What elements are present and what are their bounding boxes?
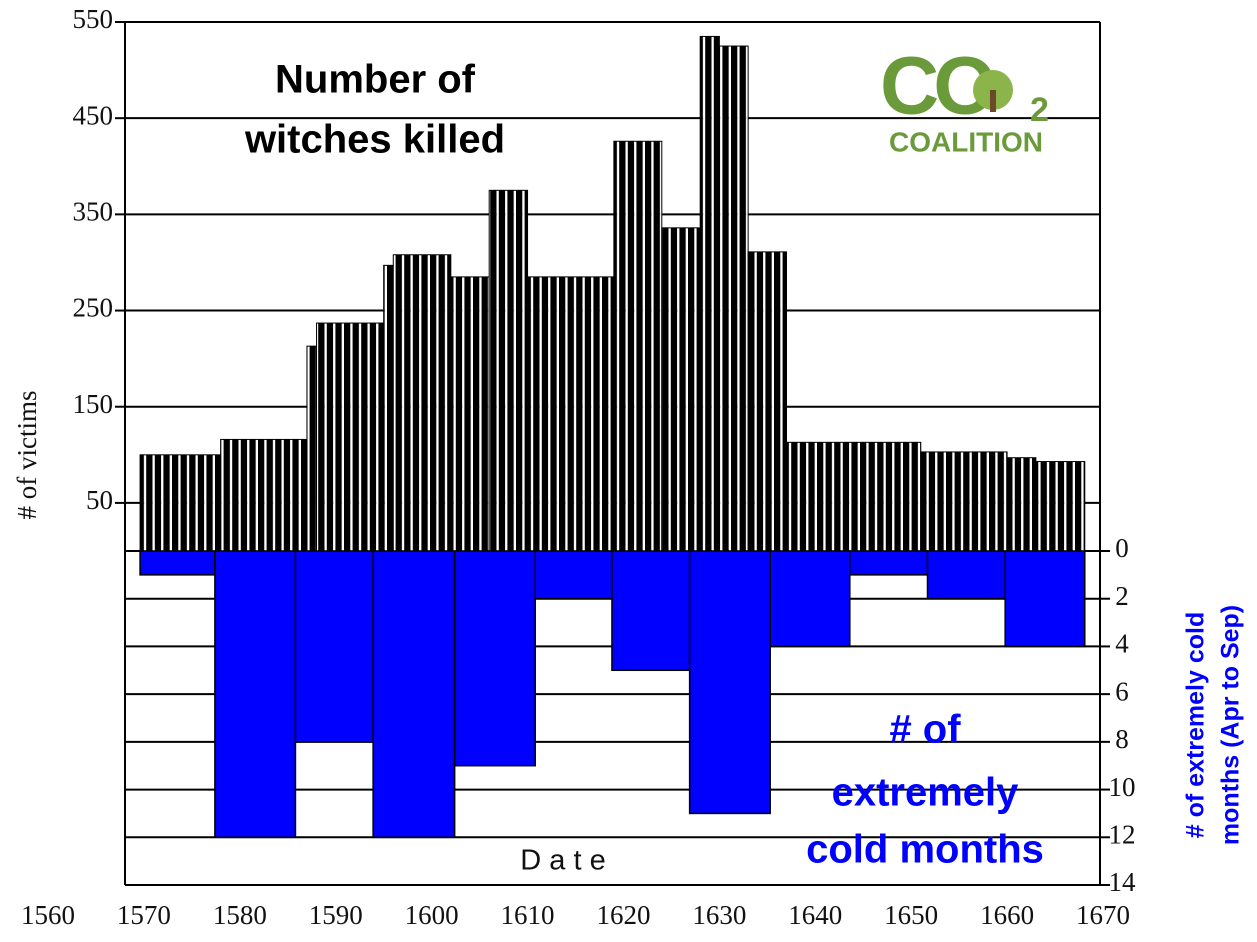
y2-axis-label: # of extremely cold — [1182, 612, 1210, 838]
y2-tick-label: 12 — [1109, 819, 1136, 849]
bar — [688, 550, 771, 815]
logo-tree — [990, 90, 996, 112]
bar — [450, 276, 490, 552]
x-tick-label: 1580 — [213, 900, 267, 930]
y-tick-label: 350 — [73, 197, 114, 227]
y2-axis-label: months (Apr to Sep) — [1217, 605, 1245, 845]
x-tick-label: 1630 — [692, 900, 746, 930]
bar — [920, 451, 1008, 552]
y-tick-label: 50 — [86, 485, 113, 515]
x-tick-label: 1560 — [21, 900, 75, 930]
bar — [372, 550, 456, 839]
bar — [611, 550, 691, 672]
bar — [786, 441, 922, 552]
bar — [139, 550, 216, 576]
bar — [718, 45, 749, 552]
bar — [294, 550, 374, 743]
bar — [1004, 550, 1086, 648]
y2-tick-label: 8 — [1115, 724, 1129, 754]
x-tick-label: 1620 — [596, 900, 650, 930]
bar — [488, 189, 529, 552]
bar — [214, 550, 297, 839]
bar — [769, 550, 851, 648]
y-tick-label: 250 — [73, 293, 114, 323]
bar — [849, 550, 929, 576]
bar — [613, 140, 663, 552]
bar — [453, 550, 536, 767]
y2-tick-label: 14 — [1109, 867, 1137, 897]
bar — [661, 227, 701, 552]
bar — [306, 345, 318, 552]
bar — [534, 550, 613, 600]
x-tick-label: 1670 — [1076, 900, 1130, 930]
y2-tick-label: 0 — [1115, 533, 1129, 563]
y2-tick-label: 6 — [1115, 676, 1129, 706]
y-tick-label: 150 — [73, 389, 114, 419]
bar — [392, 254, 452, 552]
annotation: extremely — [832, 771, 1020, 815]
y-tick-label: 450 — [73, 100, 114, 130]
bar — [926, 550, 1006, 600]
x-tick-label: 1660 — [980, 900, 1034, 930]
bar — [747, 251, 787, 552]
x-tick-label: 1590 — [309, 900, 363, 930]
annotation: witches killed — [244, 118, 505, 162]
x-tick-label: 1570 — [117, 900, 171, 930]
logo-text: 2 — [1030, 91, 1049, 129]
bar — [220, 438, 308, 552]
y2-tick-label: 4 — [1115, 629, 1129, 659]
annotation: Number of — [275, 58, 476, 102]
y2-tick-label: 2 — [1115, 581, 1129, 611]
annotation: cold months — [806, 828, 1044, 872]
x-tick-label: 1610 — [501, 900, 555, 930]
y2-tick-label: 10 — [1109, 772, 1136, 802]
bar — [139, 454, 222, 552]
annotation: # of — [889, 708, 961, 752]
bar — [527, 276, 615, 552]
logo-text: COALITION — [889, 126, 1043, 157]
x-tick-label: 1600 — [405, 900, 459, 930]
y-tick-label: 550 — [73, 4, 114, 34]
y-axis-label: # of victims — [12, 391, 42, 520]
bar — [699, 35, 720, 552]
x-tick-label: 1640 — [788, 900, 842, 930]
bar — [1006, 457, 1037, 552]
x-axis-label: D a t e — [520, 845, 605, 877]
bar — [316, 322, 385, 552]
bar — [383, 264, 394, 552]
bar — [1035, 461, 1086, 552]
x-tick-label: 1650 — [884, 900, 938, 930]
